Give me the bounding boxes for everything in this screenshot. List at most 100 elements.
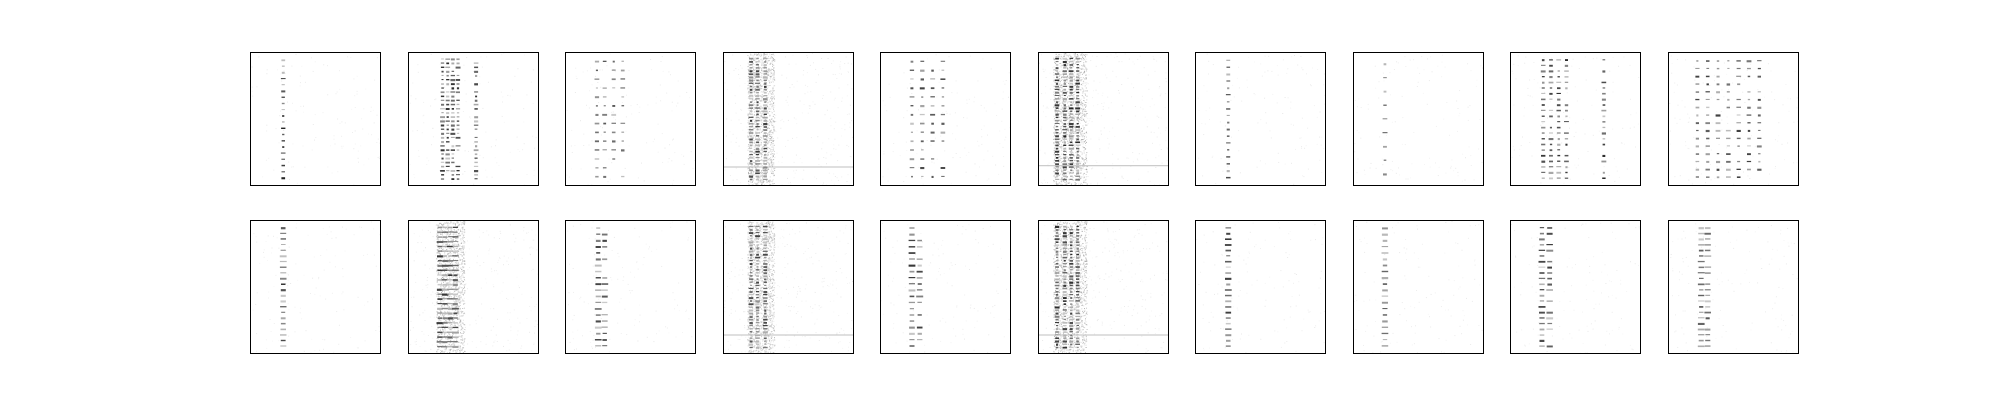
heatmap-cell: [491, 176, 493, 178]
heatmap-cell: [1260, 119, 1262, 121]
heatmap-cell: [1055, 182, 1057, 184]
heatmap-cell: [1721, 89, 1723, 91]
heatmap-cell: [752, 70, 754, 72]
heatmap-cell: [1063, 116, 1067, 119]
heatmap-cell: [1078, 121, 1080, 123]
heatmap-cell: [1782, 104, 1784, 106]
heatmap-cell: [759, 177, 761, 179]
heatmap-cell: [1063, 105, 1065, 107]
heatmap-cell: [751, 59, 753, 61]
heatmap-cell: [771, 98, 773, 99]
heatmap-cell: [909, 83, 911, 85]
heatmap-cell: [1084, 85, 1086, 87]
heatmap-cell: [753, 128, 755, 129]
heatmap-cell: [1733, 183, 1735, 185]
heatmap-cell: [1061, 172, 1063, 174]
heatmap-cell: [1154, 58, 1156, 60]
heatmap-cell: [841, 135, 843, 137]
heatmap-cell: [763, 126, 767, 128]
heatmap-cell: [1061, 109, 1063, 111]
heatmap-cell: [1435, 162, 1436, 164]
heatmap-cell: [1069, 151, 1071, 153]
heatmap-cell: [763, 61, 765, 63]
heatmap-cell: [522, 149, 524, 151]
heatmap-cell: [755, 150, 760, 153]
heatmap-cell: [652, 141, 654, 143]
heatmap-cell: [1062, 91, 1067, 94]
heatmap-cell: [769, 119, 771, 121]
heatmap-cell: [1054, 160, 1056, 162]
heatmap-cell: [748, 96, 750, 98]
heatmap-cell: [754, 140, 756, 142]
heatmap-cell: [749, 113, 753, 115]
heatmap-cell: [1074, 62, 1076, 64]
heatmap-cell: [906, 87, 908, 89]
heatmap-cell: [1082, 82, 1084, 84]
heatmap-cell: [772, 88, 774, 90]
heatmap-cell: [1069, 98, 1074, 100]
heatmap-cell: [747, 163, 749, 165]
heatmap-cell: [495, 139, 497, 141]
heatmap-cell: [1062, 166, 1067, 169]
heatmap-cell: [760, 111, 762, 112]
heatmap-cell: [1685, 141, 1686, 143]
heatmap-cell: [1323, 148, 1325, 150]
heatmap-cell: [1304, 147, 1306, 149]
heatmap-cell: [763, 62, 765, 64]
heatmap-cell: [768, 112, 769, 114]
heatmap-cell: [1054, 104, 1060, 107]
heatmap-cell: [1078, 74, 1080, 76]
heatmap-cell: [1057, 55, 1059, 57]
heatmap-cell: [1069, 163, 1073, 165]
heatmap-cell: [1061, 174, 1063, 176]
heatmap-cell: [496, 162, 498, 164]
heatmap-cell: [1115, 53, 1117, 55]
heatmap-cell: [459, 100, 461, 102]
heatmap-cell: [1629, 127, 1631, 129]
heatmap-cell: [370, 106, 372, 108]
heatmap-cell: [909, 167, 915, 169]
heatmap-cell: [440, 178, 445, 180]
heatmap-cell: [821, 148, 823, 150]
heatmap-cell: [762, 125, 764, 126]
heatmap-cell: [763, 123, 768, 126]
heatmap-cell: [636, 104, 638, 106]
heatmap-cell: [751, 124, 753, 126]
heatmap-cell: [756, 64, 759, 66]
heatmap-cell: [1083, 118, 1085, 120]
heatmap-cell: [911, 175, 913, 178]
heatmap-cell: [1053, 136, 1055, 138]
heatmap-cell: [1108, 143, 1110, 145]
heatmap-cell: [1226, 170, 1230, 173]
heatmap-cell: [1053, 142, 1055, 144]
heatmap-cell: [354, 130, 356, 132]
heatmap-cell: [1054, 177, 1056, 179]
heatmap-cell: [763, 151, 765, 152]
heatmap-cell: [1407, 178, 1409, 180]
heatmap-cell: [1360, 137, 1362, 139]
heatmap-cell: [753, 149, 755, 151]
heatmap-cell: [1083, 72, 1085, 74]
heatmap-cell: [734, 95, 736, 97]
heatmap-cell: [1736, 60, 1741, 62]
heatmap-cell: [1374, 65, 1376, 67]
heatmap-cell: [1068, 77, 1070, 79]
heatmap-cell: [1313, 105, 1315, 107]
heatmap-cell: [769, 180, 771, 182]
heatmap-cell: [611, 69, 616, 71]
heatmap-cell: [1059, 111, 1061, 113]
heatmap-cell: [295, 110, 297, 112]
heatmap-cell: [1067, 101, 1069, 103]
heatmap-cell: [747, 149, 749, 151]
heatmap-cell: [1083, 137, 1085, 139]
heatmap-cell: [749, 150, 753, 153]
heatmap-cell: [1225, 94, 1231, 96]
heatmap-cell: [755, 86, 757, 88]
heatmap-cell: [752, 178, 754, 179]
heatmap-cell: [1063, 140, 1065, 142]
heatmap-cell: [988, 178, 990, 180]
heatmap-cell: [442, 119, 444, 120]
heatmap-cell: [268, 157, 270, 159]
heatmap-cell: [1076, 174, 1078, 175]
heatmap-cell: [755, 124, 756, 126]
